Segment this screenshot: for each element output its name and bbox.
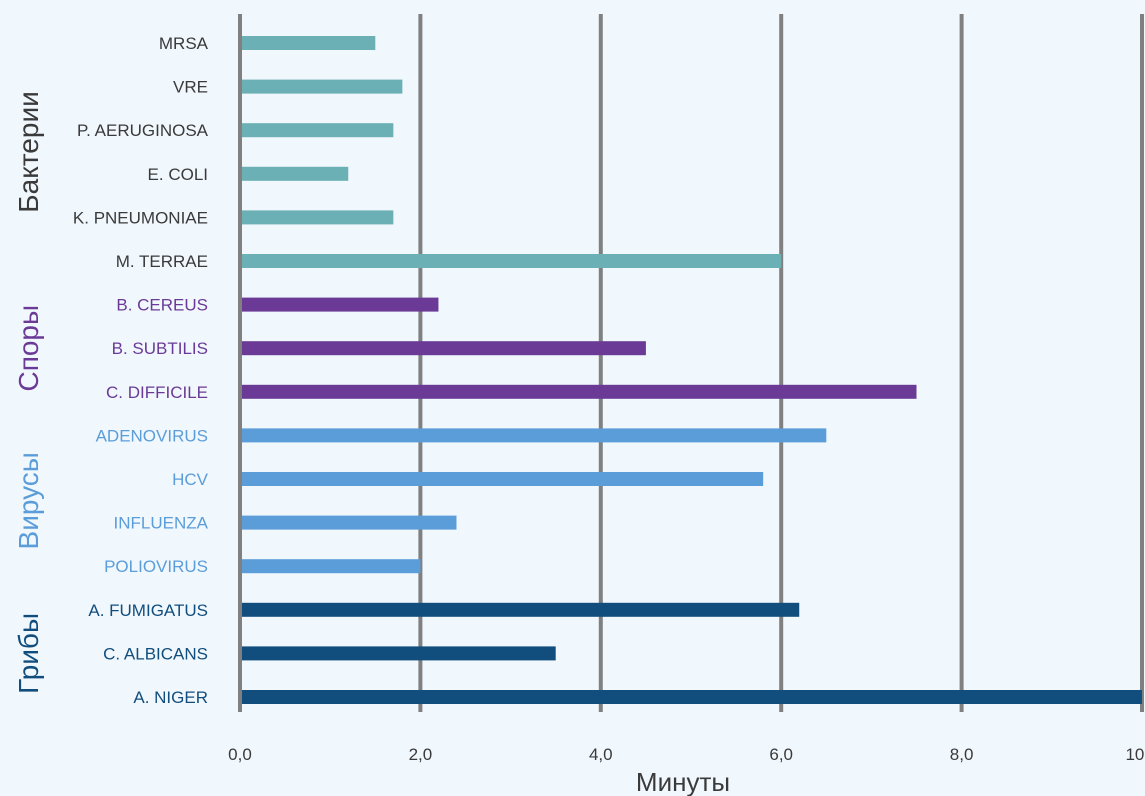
- group-label: Споры: [13, 305, 44, 392]
- category-label: A. NIGER: [133, 688, 208, 707]
- category-label: B. CEREUS: [116, 296, 208, 315]
- bars: [242, 36, 1142, 704]
- gridlines: [238, 14, 1144, 712]
- group-label: Бактерии: [13, 91, 44, 212]
- category-label: A. FUMIGATUS: [88, 601, 208, 620]
- bar: [242, 166, 349, 181]
- x-tick-label: 10,0: [1125, 745, 1145, 764]
- bar: [242, 515, 457, 530]
- category-label: MRSA: [159, 34, 209, 53]
- bar: [242, 36, 376, 50]
- bar: [242, 690, 1142, 704]
- x-tick-label: 2,0: [409, 745, 433, 764]
- group-label: Грибы: [13, 613, 44, 694]
- bar: [242, 559, 421, 574]
- category-label: C. ALBICANS: [103, 644, 208, 663]
- bar: [242, 79, 403, 94]
- group-label: Вирусы: [13, 452, 44, 549]
- bar: [242, 646, 556, 661]
- bar: [242, 384, 917, 399]
- x-tick-label: 4,0: [589, 745, 613, 764]
- category-label: E. COLI: [148, 165, 208, 184]
- bar: [242, 472, 764, 486]
- bar: [242, 602, 800, 617]
- category-label: ADENOVIRUS: [96, 426, 208, 445]
- x-tick-label: 8,0: [950, 745, 974, 764]
- category-label: INFLUENZA: [114, 514, 209, 533]
- category-label: C. DIFFICILE: [106, 383, 208, 402]
- x-tick-labels: 0,0 2,0 4,0 6,0 8,0 10,0: [228, 745, 1145, 764]
- bar: [242, 254, 782, 268]
- category-labels: MRSA VRE P. AERUGINOSA E. COLI K. PNEUMONIAE…: [73, 34, 209, 707]
- category-label: POLIOVIRUS: [104, 557, 208, 576]
- bar: [242, 297, 439, 312]
- category-label: HCV: [172, 470, 209, 489]
- category-label: VRE: [173, 78, 208, 97]
- bar: [242, 123, 394, 138]
- category-label: K. PNEUMONIAE: [73, 208, 208, 227]
- x-axis-title: Минуты: [636, 767, 730, 796]
- group-labels: Бактерии Споры Вирусы Грибы: [13, 91, 44, 694]
- bar: [242, 428, 827, 443]
- category-label: B. SUBTILIS: [112, 339, 208, 358]
- bar: [242, 210, 394, 225]
- bar: [242, 341, 646, 356]
- x-tick-label: 6,0: [769, 745, 793, 764]
- category-label: M. TERRAE: [116, 252, 208, 271]
- category-label: P. AERUGINOSA: [77, 121, 209, 140]
- x-tick-label: 0,0: [228, 745, 252, 764]
